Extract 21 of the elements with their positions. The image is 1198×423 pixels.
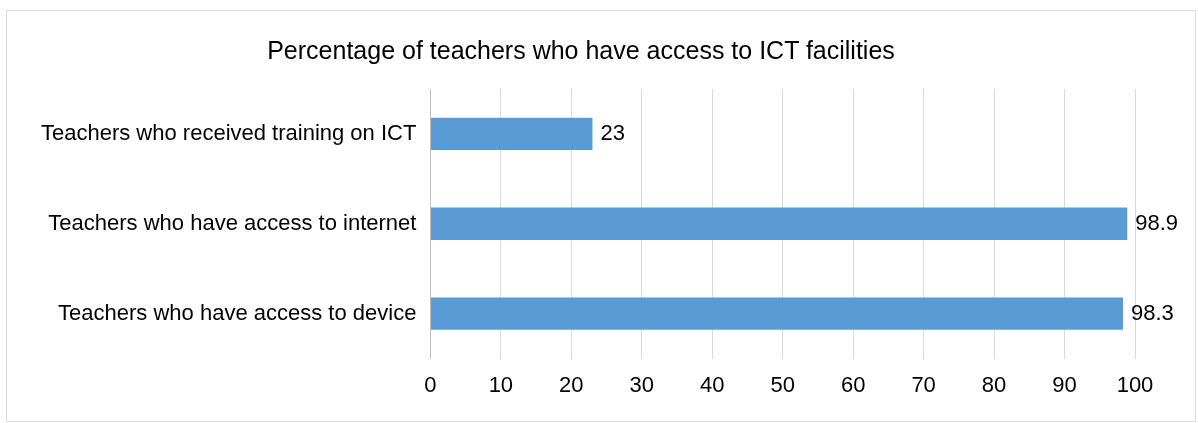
data-label: 98.9 — [1135, 209, 1179, 235]
x-tick-label: 0 — [424, 371, 437, 397]
y-tick-label: Teachers who have access to internet — [48, 209, 417, 235]
y-tick-label: Teachers who have access to device — [58, 299, 417, 325]
x-tick-label: 100 — [1116, 371, 1154, 397]
x-tick-label: 80 — [981, 371, 1007, 397]
bar — [430, 117, 593, 151]
bar — [430, 207, 1128, 240]
x-tick-label: 20 — [559, 371, 584, 397]
y-tick-label: Teachers who received training on ICT — [40, 120, 417, 145]
data-label: 23 — [600, 120, 625, 145]
x-tick-label: 40 — [700, 371, 725, 397]
x-tick-label: 10 — [488, 371, 514, 397]
chart-title: Percentage of teachers who have access to ICT facilities — [267, 35, 895, 64]
x-tick-label: 90 — [1052, 371, 1077, 397]
x-tick-label: 50 — [770, 371, 795, 397]
x-tick-label: 60 — [840, 371, 866, 397]
x-tick-label: 30 — [629, 371, 655, 397]
x-tick-label: 70 — [911, 371, 936, 397]
data-label: 98.3 — [1131, 299, 1174, 325]
bar — [430, 297, 1124, 330]
